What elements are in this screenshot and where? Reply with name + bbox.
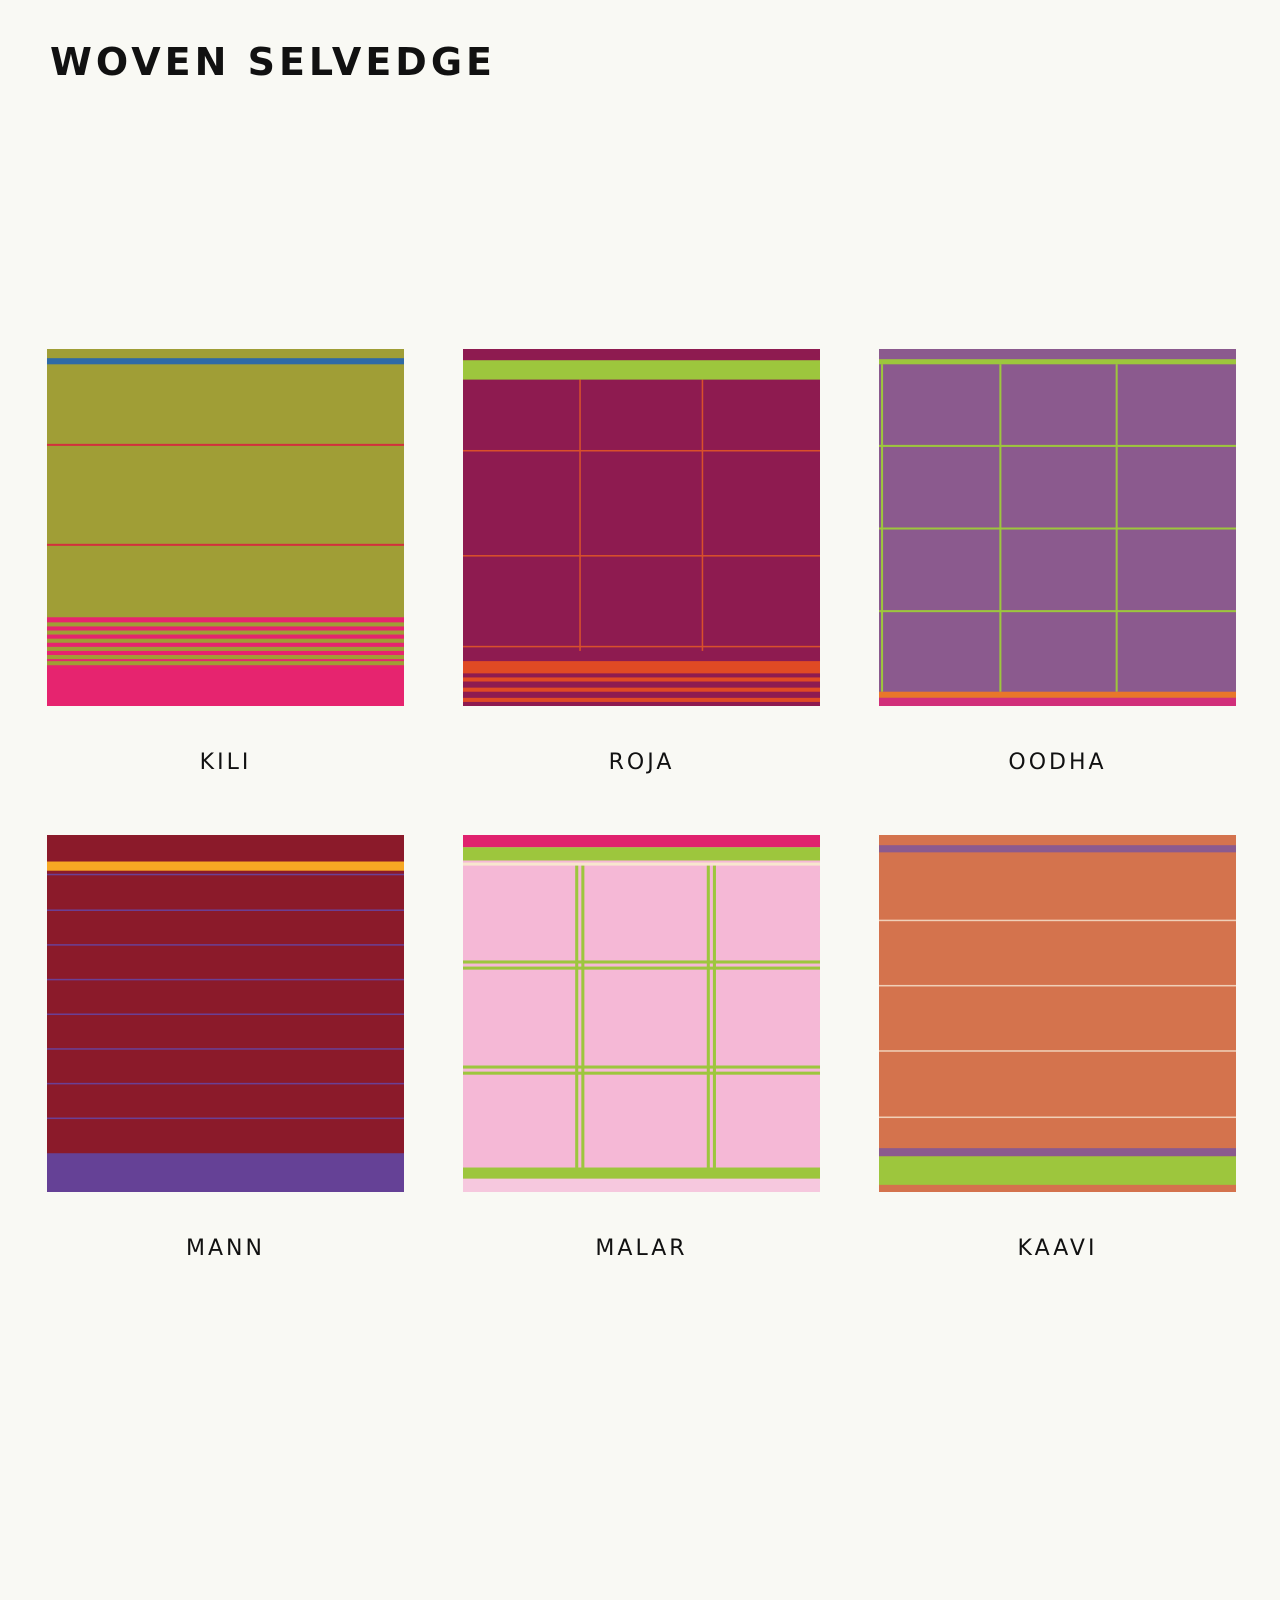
stripe (463, 555, 820, 557)
swatch-name: KILI (199, 750, 252, 775)
stripe (463, 966, 820, 970)
stripe (463, 1178, 820, 1192)
stripe (463, 835, 820, 1192)
swatch-card[interactable]: ROJA (463, 349, 820, 775)
swatch-name: KAAVI (1017, 1236, 1098, 1261)
stripe (879, 984, 1236, 987)
fabric-swatch (463, 349, 820, 706)
stripe (47, 861, 404, 871)
stripe (575, 865, 579, 1168)
stripe (47, 543, 404, 546)
swatch-card[interactable]: KAAVI (879, 835, 1236, 1261)
swatch-card[interactable]: KILI (47, 349, 404, 775)
stripe (463, 661, 820, 674)
stripe (463, 645, 820, 648)
swatch-card[interactable]: OODHA (879, 349, 1236, 775)
stripe (47, 1117, 404, 1120)
swatch-card[interactable]: MALAR (463, 835, 820, 1261)
stripe (47, 1013, 404, 1016)
fabric-swatch (47, 835, 404, 1192)
stripe (47, 1153, 404, 1192)
fabric-swatch (879, 835, 1236, 1192)
stripe (879, 610, 1236, 613)
stripe (879, 359, 1236, 365)
stripe (463, 697, 820, 702)
stripe (47, 1048, 404, 1050)
stripe (47, 661, 404, 666)
stripe (463, 349, 820, 706)
stripe (463, 677, 820, 682)
stripe (47, 978, 404, 981)
stripe (47, 638, 404, 643)
swatch-name: ROJA (608, 750, 675, 775)
stripe (47, 944, 404, 946)
stripe (47, 909, 404, 911)
stripe (463, 835, 820, 848)
stripe (47, 358, 404, 365)
swatch-name: OODHA (1008, 750, 1107, 775)
stripe (706, 865, 710, 1168)
stripe (47, 646, 404, 651)
stripe (463, 1071, 820, 1075)
swatch-name: MALAR (595, 1236, 688, 1261)
fabric-swatch (47, 349, 404, 706)
stripe (463, 1065, 820, 1069)
stripe (879, 919, 1236, 922)
swatch-name: MANN (186, 1236, 265, 1261)
stripe (879, 444, 1236, 447)
stripe (463, 862, 820, 866)
stripe (463, 687, 820, 692)
stripe (879, 1050, 1236, 1052)
page-title: WOVEN SELVEDGE (50, 40, 496, 84)
stripe (47, 630, 404, 635)
stripe (701, 379, 704, 651)
stripe (879, 845, 1236, 853)
stripe (879, 1148, 1236, 1157)
stripe (463, 960, 820, 964)
stripe (579, 379, 581, 651)
stripe (879, 835, 1236, 1192)
stripe (47, 622, 404, 627)
stripe (47, 873, 404, 876)
stripe (463, 449, 820, 452)
stripe (47, 443, 404, 446)
stripe (879, 527, 1236, 530)
stripe (47, 1082, 404, 1085)
stripe (463, 1167, 820, 1179)
fabric-swatch (879, 349, 1236, 706)
stripe (47, 655, 404, 660)
stripe (463, 360, 820, 380)
stripe (581, 865, 585, 1168)
stripe (879, 1116, 1236, 1119)
stripe (879, 1156, 1236, 1185)
swatch-card[interactable]: MANN (47, 835, 404, 1261)
stripe (879, 691, 1236, 698)
stripe (712, 865, 716, 1168)
stripe (463, 847, 820, 861)
stripe (879, 697, 1236, 706)
fabric-swatch (463, 835, 820, 1192)
